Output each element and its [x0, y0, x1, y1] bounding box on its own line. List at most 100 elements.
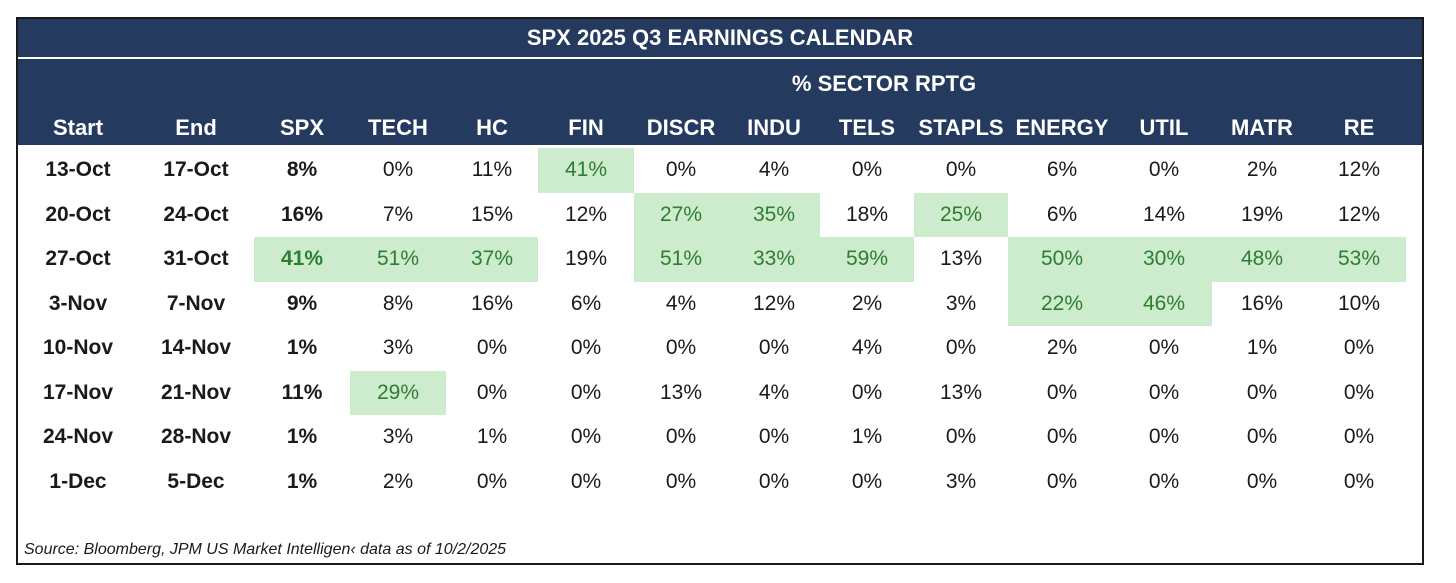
- table-cell-util: 46%: [1116, 281, 1212, 326]
- column-header-fin: FIN: [568, 115, 604, 140]
- table-cell-re: 12%: [1337, 202, 1381, 226]
- column-header-end: End: [175, 115, 217, 140]
- table-cell-end: 31-Oct: [163, 247, 229, 271]
- table-cell-spx: 1%: [286, 336, 318, 360]
- earnings-calendar-table: SPX 2025 Q3 EARNINGS CALENDAR % SECTOR R…: [16, 17, 1424, 565]
- column-header-tels: TELS: [838, 115, 896, 140]
- table-cell-fin: 0%: [570, 380, 602, 404]
- table-cell-discr: 0%: [665, 469, 697, 493]
- table-cell-tels: 1%: [851, 425, 883, 449]
- table-cell-hc: 0%: [476, 469, 508, 493]
- table-cell-start: 13-Oct: [45, 158, 111, 182]
- table-cell-indu: 12%: [752, 291, 796, 315]
- header-band: % SECTOR RPTG Start End SPX TECH HC FIN DISCR I…: [18, 59, 1422, 145]
- table-cell-tech: 3%: [382, 336, 414, 360]
- table-cell-stapls: 3%: [945, 291, 977, 315]
- table-cell-energy: 6%: [1046, 158, 1078, 182]
- table-cell-matr: 0%: [1246, 425, 1278, 449]
- table-cell-matr: 2%: [1246, 158, 1278, 182]
- table-cell-indu: 0%: [758, 469, 790, 493]
- table-cell-hc: 11%: [471, 158, 513, 182]
- column-header-discr: DISCR: [646, 115, 716, 140]
- table-cell-util: 30%: [1116, 237, 1212, 282]
- table-cell-stapls: 25%: [914, 192, 1008, 237]
- table-cell-spx: 11%: [281, 380, 323, 404]
- table-cell-indu: 0%: [758, 425, 790, 449]
- table-cell-hc: 0%: [476, 380, 508, 404]
- table-cell-energy: 0%: [1046, 425, 1078, 449]
- table-cell-fin: 41%: [538, 148, 634, 193]
- column-header-tech: TECH: [368, 115, 428, 140]
- table-cell-spx: 1%: [286, 425, 318, 449]
- table-cell-tels: 2%: [851, 291, 883, 315]
- table-cell-start: 17-Nov: [42, 380, 114, 404]
- table-cell-start: 1-Dec: [49, 469, 107, 493]
- table-cell-end: 24-Oct: [163, 202, 229, 226]
- table-cell-energy: 50%: [1008, 237, 1116, 282]
- table-cell-discr: 0%: [665, 158, 697, 182]
- table-cell-indu: 0%: [758, 336, 790, 360]
- table-cell-stapls: 0%: [945, 425, 977, 449]
- table-cell-util: 14%: [1142, 202, 1186, 226]
- table-cell-discr: 4%: [665, 291, 697, 315]
- table-cell-discr: 27%: [634, 192, 728, 237]
- table-cell-stapls: 0%: [945, 336, 977, 360]
- table-cell-spx: 16%: [280, 202, 324, 226]
- table-cell-end: 5-Dec: [167, 469, 225, 493]
- table-cell-hc: 15%: [470, 202, 514, 226]
- table-cell-end: 17-Oct: [163, 158, 229, 182]
- table-cell-matr: 1%: [1246, 336, 1278, 360]
- sector-reporting-super-header: % SECTOR RPTG: [791, 71, 977, 96]
- table-cell-tels: 0%: [851, 469, 883, 493]
- table-cell-matr: 16%: [1240, 291, 1284, 315]
- table-cell-indu: 4%: [758, 380, 790, 404]
- table-cell-util: 0%: [1148, 336, 1180, 360]
- table-cell-matr: 19%: [1240, 202, 1284, 226]
- table-cell-util: 0%: [1148, 469, 1180, 493]
- table-cell-util: 0%: [1148, 380, 1180, 404]
- column-header-matr: MATR: [1231, 115, 1293, 140]
- table-cell-fin: 19%: [564, 247, 608, 271]
- table-cell-spx: 9%: [286, 291, 318, 315]
- table-cell-indu: 35%: [728, 192, 820, 237]
- table-cell-spx: 1%: [286, 469, 318, 493]
- column-header-energy: ENERGY: [1015, 115, 1109, 140]
- table-cell-hc: 0%: [476, 336, 508, 360]
- table-cell-tech: 2%: [382, 469, 414, 493]
- table-cell-fin: 12%: [564, 202, 608, 226]
- source-note: Source: Bloomberg, JPM US Market Intelli…: [24, 541, 507, 558]
- table-cell-stapls: 13%: [939, 380, 983, 404]
- table-cell-fin: 0%: [570, 425, 602, 449]
- table-cell-stapls: 3%: [945, 469, 977, 493]
- table-cell-matr: 0%: [1246, 380, 1278, 404]
- table-cell-energy: 6%: [1046, 202, 1078, 226]
- table-cell-start: 3-Nov: [48, 291, 108, 315]
- table-cell-start: 27-Oct: [45, 247, 111, 271]
- table-cell-fin: 0%: [570, 469, 602, 493]
- column-header-re: RE: [1343, 115, 1375, 140]
- table-cell-energy: 2%: [1046, 336, 1078, 360]
- table-cell-tels: 0%: [851, 380, 883, 404]
- table-cell-end: 7-Nov: [166, 291, 226, 315]
- table-cell-energy: 0%: [1046, 380, 1078, 404]
- table-cell-indu: 4%: [758, 158, 790, 182]
- table-cell-re: 0%: [1343, 469, 1375, 493]
- table-cell-stapls: 0%: [945, 158, 977, 182]
- table-cell-spx: 8%: [286, 158, 318, 182]
- table-cell-end: 21-Nov: [160, 380, 232, 404]
- table-cell-start: 20-Oct: [45, 202, 111, 226]
- table-cell-hc: 16%: [470, 291, 514, 315]
- table-cell-start: 10-Nov: [42, 336, 114, 360]
- table-cell-discr: 51%: [634, 237, 728, 282]
- column-header-indu: INDU: [747, 115, 801, 140]
- column-header-util: UTIL: [1139, 115, 1189, 140]
- table-title: SPX 2025 Q3 EARNINGS CALENDAR: [18, 19, 1422, 59]
- table-cell-stapls: 13%: [939, 247, 983, 271]
- column-header-start: Start: [52, 115, 104, 140]
- table-cell-end: 28-Nov: [160, 425, 232, 449]
- table-cell-matr: 0%: [1246, 469, 1278, 493]
- table-cell-end: 14-Nov: [160, 336, 232, 360]
- table-cell-re: 53%: [1312, 237, 1406, 282]
- table-cell-discr: 0%: [665, 336, 697, 360]
- table-cell-tels: 59%: [820, 237, 914, 282]
